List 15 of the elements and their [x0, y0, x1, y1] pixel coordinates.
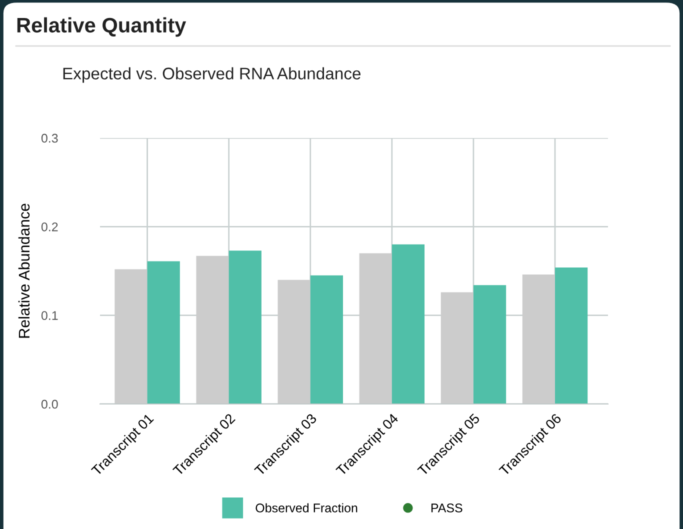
y-axis-title: Relative Abundance [18, 204, 30, 338]
bar [473, 285, 506, 404]
chart-subtitle: Expected vs. Observed RNA Abundance [63, 67, 361, 83]
bar [392, 244, 425, 404]
legend-label: PASS [431, 504, 462, 512]
bar [228, 250, 262, 404]
bar [147, 261, 180, 404]
bar [310, 275, 343, 404]
bar [555, 267, 588, 404]
y-tick-label: 0.1 [41, 311, 58, 320]
chart-title: Relative Quantity [17, 17, 186, 37]
y-tick-label: 0.3 [41, 134, 58, 143]
y-tick-label: 0.2 [41, 222, 58, 232]
y-tick-label: 0.0 [41, 400, 58, 409]
legend-label: Observed Fraction [256, 503, 358, 512]
